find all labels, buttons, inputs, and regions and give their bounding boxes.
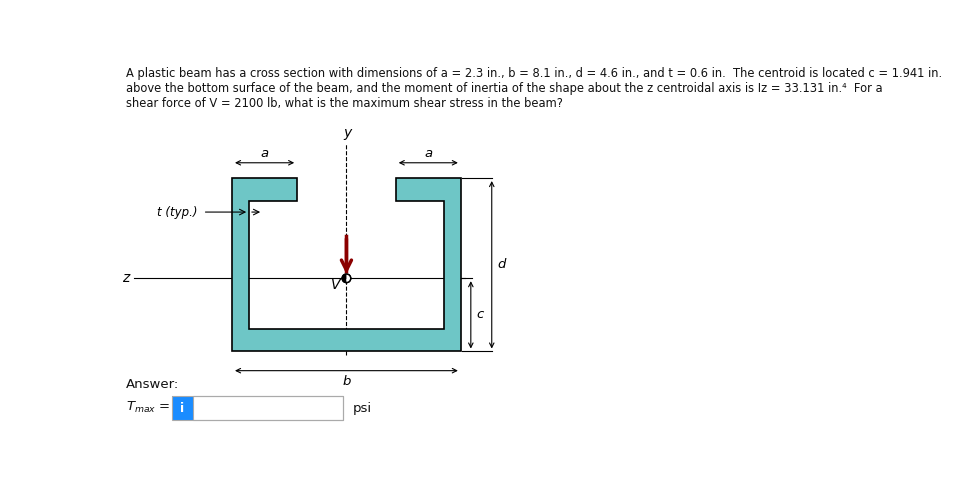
Text: V: V	[331, 278, 340, 292]
Text: psi: psi	[353, 401, 372, 414]
Bar	[172, 396, 193, 420]
Text: above the bottom surface of the beam, and the moment of inertia of the shape abo: above the bottom surface of the beam, an…	[125, 82, 882, 95]
Polygon shape	[232, 178, 461, 352]
Bar	[172, 396, 343, 420]
Text: $T_{max}$ =: $T_{max}$ =	[125, 400, 171, 415]
Text: A plastic beam has a cross section with dimensions of a = 2.3 in., b = 8.1 in., : A plastic beam has a cross section with …	[125, 66, 942, 79]
Text: Answer:: Answer:	[125, 378, 179, 391]
Text: i: i	[180, 401, 185, 414]
Text: y: y	[343, 126, 352, 140]
Wedge shape	[347, 274, 351, 283]
Text: a: a	[424, 147, 432, 159]
Text: d: d	[497, 259, 506, 271]
Text: b: b	[342, 375, 351, 387]
Text: a: a	[261, 147, 268, 159]
Wedge shape	[342, 274, 347, 283]
Text: z: z	[122, 271, 129, 285]
Text: t (typ.): t (typ.)	[157, 206, 197, 219]
Bar	[193, 396, 343, 420]
Text: shear force of V = 2100 lb, what is the maximum shear stress in the beam?: shear force of V = 2100 lb, what is the …	[125, 97, 563, 110]
Text: c: c	[476, 308, 484, 321]
